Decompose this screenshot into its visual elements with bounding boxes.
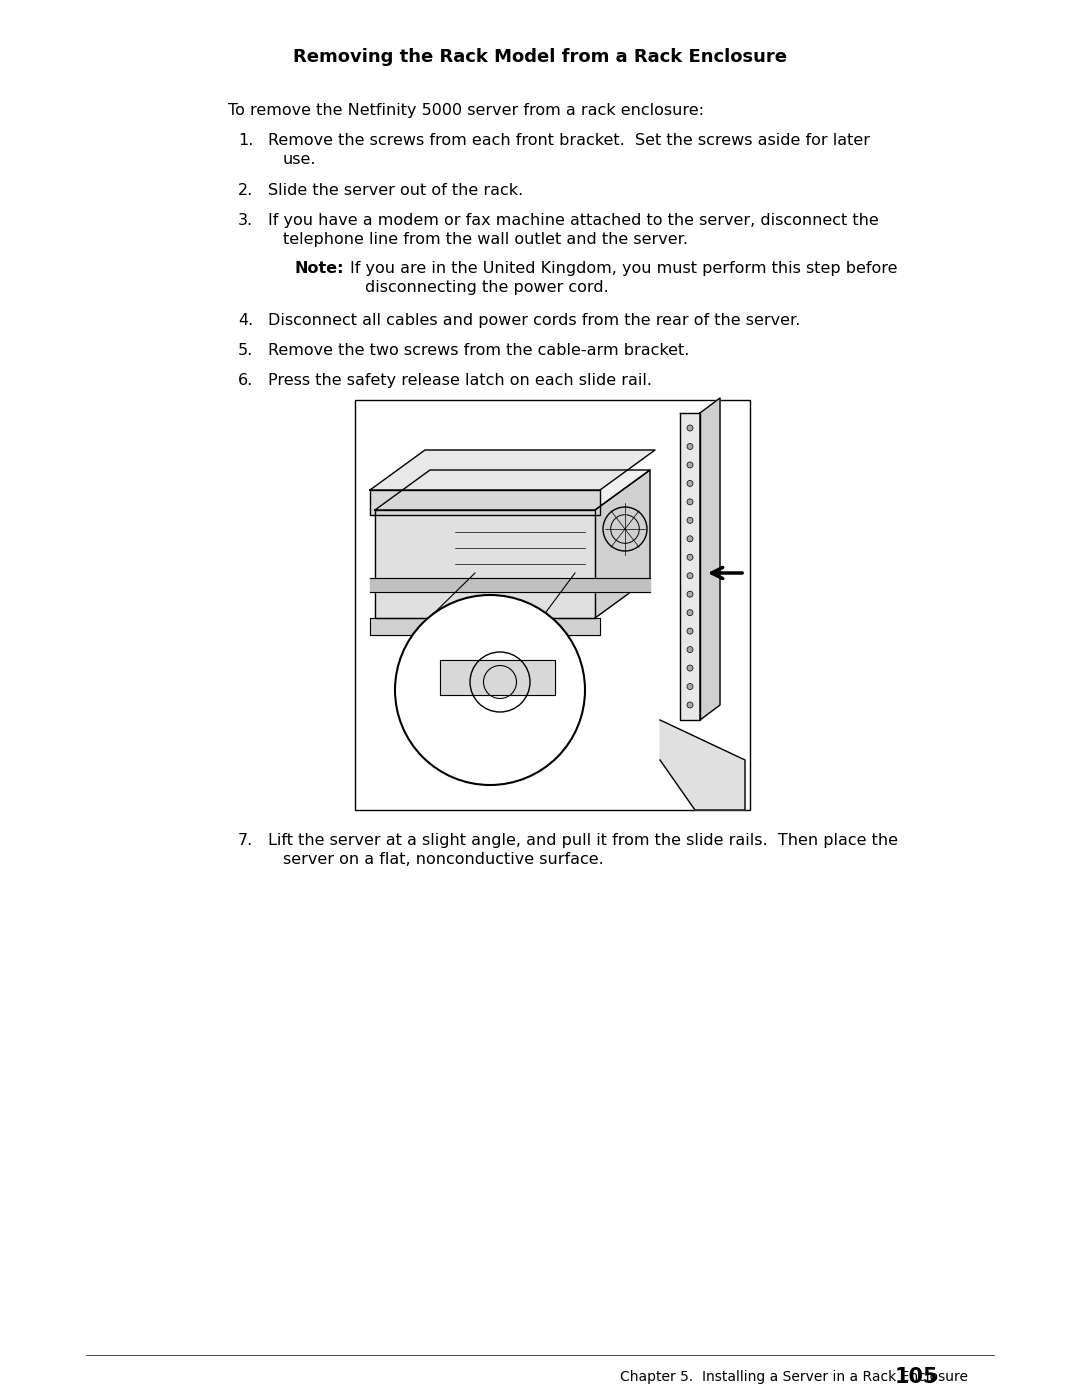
Text: Lift the server at a slight angle, and pull it from the slide rails.  Then place: Lift the server at a slight angle, and p… [268,833,897,848]
Ellipse shape [687,462,693,468]
Polygon shape [440,659,555,694]
Polygon shape [370,450,654,490]
Text: 4.: 4. [238,313,253,328]
Text: 6.: 6. [238,373,253,388]
Ellipse shape [687,536,693,542]
Bar [355,400,750,810]
Text: 2.: 2. [238,183,253,198]
Text: 7.: 7. [238,833,253,848]
Polygon shape [700,398,720,719]
Text: If you have a modem or fax machine attached to the server, disconnect the: If you have a modem or fax machine attac… [268,212,879,228]
Polygon shape [660,719,745,810]
Ellipse shape [687,555,693,560]
Text: 3.: 3. [238,212,253,228]
Text: disconnecting the power cord.: disconnecting the power cord. [365,279,609,295]
Text: telephone line from the wall outlet and the server.: telephone line from the wall outlet and … [283,232,688,247]
Ellipse shape [687,609,693,616]
Text: Press the safety release latch on each slide rail.: Press the safety release latch on each s… [268,373,652,388]
Text: Remove the two screws from the cable-arm bracket.: Remove the two screws from the cable-arm… [268,344,689,358]
Ellipse shape [687,647,693,652]
Text: To remove the Netfinity 5000 server from a rack enclosure:: To remove the Netfinity 5000 server from… [228,103,704,117]
Ellipse shape [687,573,693,578]
Ellipse shape [687,481,693,486]
Text: Note:: Note: [295,261,345,277]
Text: 105: 105 [895,1368,939,1387]
Ellipse shape [687,703,693,708]
Polygon shape [680,414,700,719]
Polygon shape [375,510,595,617]
Polygon shape [370,578,650,592]
Polygon shape [595,469,650,617]
Text: 1.: 1. [238,133,254,148]
Ellipse shape [687,629,693,634]
Polygon shape [370,617,600,636]
Text: Remove the screws from each front bracket.  Set the screws aside for later: Remove the screws from each front bracke… [268,133,870,148]
Ellipse shape [687,443,693,450]
Polygon shape [375,469,650,510]
Ellipse shape [395,595,585,785]
Ellipse shape [687,683,693,690]
Ellipse shape [687,591,693,597]
Text: Chapter 5.  Installing a Server in a Rack Enclosure: Chapter 5. Installing a Server in a Rack… [620,1370,968,1384]
Text: Removing the Rack Model from a Rack Enclosure: Removing the Rack Model from a Rack Encl… [293,47,787,66]
Text: Disconnect all cables and power cords from the rear of the server.: Disconnect all cables and power cords fr… [268,313,800,328]
Ellipse shape [687,517,693,524]
Ellipse shape [687,499,693,504]
Text: use.: use. [283,152,316,168]
Text: If you are in the United Kingdom, you must perform this step before: If you are in the United Kingdom, you mu… [350,261,897,277]
Text: server on a flat, nonconductive surface.: server on a flat, nonconductive surface. [283,852,604,868]
Polygon shape [370,490,600,515]
Ellipse shape [687,665,693,671]
Ellipse shape [687,425,693,432]
Text: 5.: 5. [238,344,253,358]
Text: Slide the server out of the rack.: Slide the server out of the rack. [268,183,523,198]
